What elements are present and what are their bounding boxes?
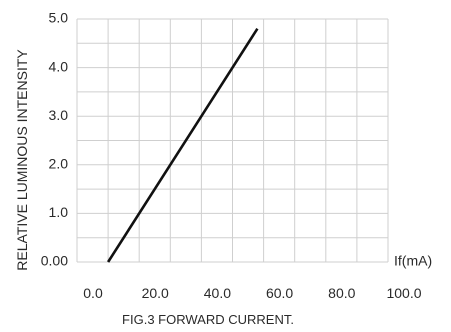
y-tick-label: 2.0	[49, 156, 69, 172]
y-tick-label: 4.0	[49, 58, 69, 74]
x-tick-label: 60.0	[266, 285, 293, 301]
series-line-0	[107, 27, 259, 263]
x-tick-label: 40.0	[204, 285, 231, 301]
y-tick-label: 3.0	[49, 107, 69, 123]
x-tick-label: 100.0	[386, 285, 421, 301]
x-axis-unit-label: If(mA)	[394, 253, 432, 269]
y-tick-label: 1.0	[49, 204, 69, 220]
x-tick-labels: 0.0 20.0 40.0 60.0 80.0 100.0	[83, 285, 421, 301]
series-group	[107, 27, 259, 263]
x-tick-label: 0.0	[83, 285, 103, 301]
y-axis-title: RELATIVE LUMINOUS INTENSITY	[14, 49, 30, 271]
y-tick-labels: 0.00 1.0 2.0 3.0 4.0 5.0	[41, 10, 68, 269]
y-tick-label: 0.00	[41, 253, 68, 269]
x-tick-label: 80.0	[328, 285, 355, 301]
y-tick-label: 5.0	[49, 10, 69, 26]
figure-caption: FIG.3 FORWARD CURRENT.	[122, 312, 294, 327]
x-tick-label: 20.0	[142, 285, 169, 301]
grid	[76, 18, 389, 263]
